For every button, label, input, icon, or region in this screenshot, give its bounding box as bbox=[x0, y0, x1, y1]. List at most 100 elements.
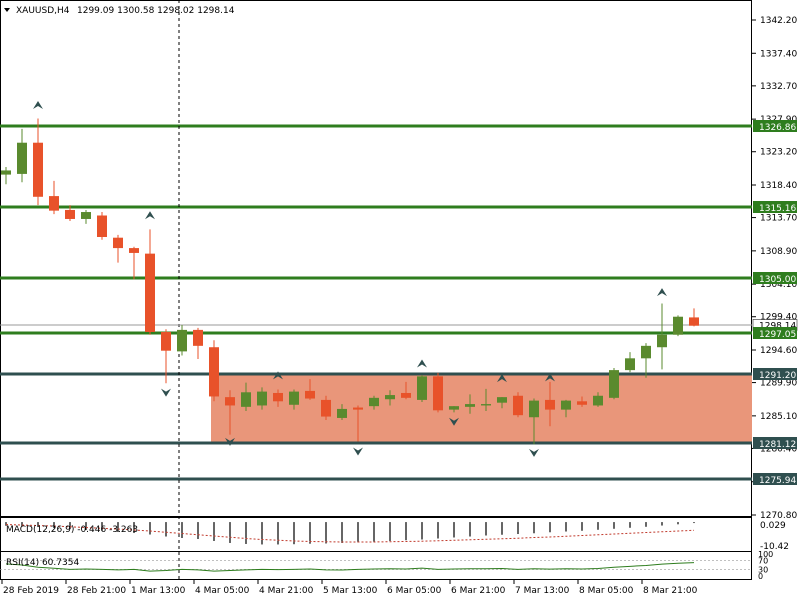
x-tick-label: 8 Mar 21:00 bbox=[643, 586, 698, 596]
x-tick-label: 4 Mar 05:00 bbox=[195, 586, 250, 596]
candle-body bbox=[289, 391, 299, 405]
y-tick-label: 1318.40 bbox=[760, 181, 797, 191]
candle-body bbox=[641, 345, 651, 359]
x-tick-label: 28 Feb 2019 bbox=[3, 586, 59, 596]
candle-body bbox=[273, 392, 283, 402]
candle-body bbox=[433, 376, 443, 411]
y-tick-label: 1270.80 bbox=[760, 511, 797, 521]
x-tick-label: 1 Mar 13:00 bbox=[131, 586, 186, 596]
fractal-up-icon bbox=[33, 100, 43, 109]
candle-body bbox=[257, 391, 267, 406]
level-label: 1275.94 bbox=[759, 476, 796, 486]
level-label: 1326.86 bbox=[759, 123, 796, 133]
candle-body bbox=[241, 392, 251, 407]
candles-layer bbox=[1, 118, 699, 445]
x-tick-label: 4 Mar 21:00 bbox=[259, 586, 314, 596]
fractal-down-icon bbox=[225, 437, 235, 446]
level-label-box bbox=[753, 437, 797, 449]
candle-body bbox=[593, 395, 603, 406]
candle-body bbox=[97, 215, 107, 237]
level-label: 1305.00 bbox=[759, 275, 796, 285]
candle-body bbox=[529, 400, 539, 418]
x-tick-label: 8 Mar 05:00 bbox=[579, 586, 634, 596]
level-label-box bbox=[753, 272, 797, 284]
candle-body bbox=[49, 196, 59, 211]
candle-body bbox=[449, 406, 459, 410]
candle-body bbox=[689, 317, 699, 326]
candle-body bbox=[369, 397, 379, 407]
candle-body bbox=[321, 399, 331, 417]
candle-body bbox=[609, 370, 619, 398]
level-label: 1297.05 bbox=[759, 330, 796, 340]
x-tick-label: 5 Mar 13:00 bbox=[323, 586, 378, 596]
y-tick-label: 1299.40 bbox=[760, 313, 797, 323]
candle-body bbox=[465, 404, 475, 407]
price-axis: 1342.201337.401332.701327.901323.201318.… bbox=[752, 16, 797, 521]
level-label-box bbox=[753, 327, 797, 339]
candle-body bbox=[481, 404, 491, 406]
level-label: 1281.12 bbox=[759, 440, 796, 450]
fractal-up-icon bbox=[657, 288, 667, 297]
candle-body bbox=[225, 397, 235, 406]
x-tick-label: 6 Mar 05:00 bbox=[387, 586, 442, 596]
rsi-label: RSI(14) 60.7354 bbox=[6, 558, 79, 568]
candle-body bbox=[401, 392, 411, 398]
support-zone bbox=[211, 373, 752, 444]
rsi-line bbox=[5, 562, 695, 572]
y-tick-label: 1308.90 bbox=[760, 247, 797, 257]
candle-body bbox=[113, 237, 123, 249]
fractal-up-icon bbox=[545, 373, 555, 382]
y-tick-label: 1332.70 bbox=[760, 82, 797, 92]
x-tick-label: 28 Feb 21:00 bbox=[67, 586, 126, 596]
y-tick-label: 1313.70 bbox=[760, 214, 797, 224]
level-label: 1291.20 bbox=[759, 371, 796, 381]
ohlc-header: 1299.09 1300.58 1298.02 1298.14 bbox=[77, 6, 235, 16]
candle-body bbox=[513, 395, 523, 416]
level-label-box bbox=[753, 201, 797, 213]
level-label: 1315.16 bbox=[759, 204, 796, 214]
support-zone-layer bbox=[211, 373, 752, 444]
candle-body bbox=[81, 212, 91, 219]
time-axis: 28 Feb 2019 28 Feb 21:00 1 Mar 13:00 4 Mar … bbox=[1, 580, 698, 596]
y-tick-label: 1280.40 bbox=[760, 444, 797, 454]
candle-body bbox=[353, 407, 363, 410]
candle-body bbox=[305, 390, 315, 399]
macd-signal-line bbox=[5, 524, 695, 543]
fractal-down-icon bbox=[353, 447, 363, 456]
candle-body bbox=[385, 395, 395, 400]
candle-body bbox=[145, 253, 155, 332]
y-tick-label: 1323.20 bbox=[760, 148, 797, 158]
candle-body bbox=[417, 376, 427, 400]
candle-body bbox=[657, 334, 667, 348]
level-label-box bbox=[753, 120, 797, 132]
macd-tick-label: 0.029 bbox=[760, 521, 786, 531]
candle-body bbox=[497, 397, 507, 403]
fractal-down-icon bbox=[529, 448, 539, 457]
y-tick-label: 1342.20 bbox=[760, 16, 797, 26]
candle-body bbox=[177, 329, 187, 352]
candle-body bbox=[161, 331, 171, 351]
candle-body bbox=[129, 248, 139, 253]
y-tick-label: 1285.10 bbox=[760, 412, 797, 422]
candle-body bbox=[545, 399, 555, 410]
dropdown-triangle-icon[interactable] bbox=[4, 8, 10, 12]
level-label-box bbox=[753, 473, 797, 485]
candle-body bbox=[673, 316, 683, 335]
candle-body bbox=[337, 408, 347, 418]
fractal-down-icon bbox=[161, 388, 171, 397]
y-tick-label: 1289.90 bbox=[760, 379, 797, 389]
rsi-tick-label: 100 bbox=[758, 550, 773, 559]
current-price-label: 1298.14 bbox=[759, 321, 796, 331]
candle-body bbox=[577, 401, 587, 405]
level-label-box bbox=[753, 368, 797, 380]
y-tick-label: 1304.10 bbox=[760, 280, 797, 290]
fractal-up-icon bbox=[273, 371, 283, 380]
candle-body bbox=[561, 400, 571, 410]
fractal-down-icon bbox=[449, 417, 459, 426]
candle-body bbox=[625, 358, 635, 371]
y-tick-label: 1294.60 bbox=[760, 346, 797, 356]
rsi-tick-label: 30 bbox=[758, 565, 768, 574]
fractal-up-icon bbox=[497, 374, 507, 383]
